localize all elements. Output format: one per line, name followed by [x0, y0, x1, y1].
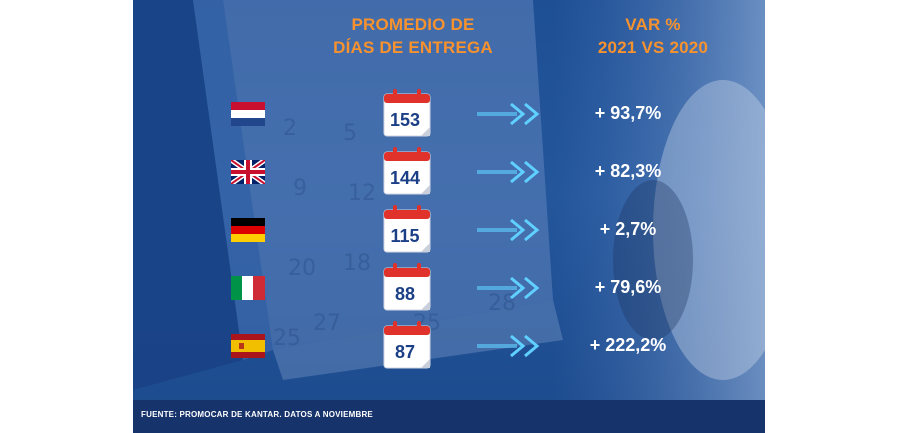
table-row-spain: 87 + 222,2%: [133, 321, 765, 383]
days-value: 87: [394, 342, 416, 362]
header-days-line1: PROMEDIO DE: [351, 15, 475, 34]
arrow-right-icon: [477, 102, 540, 126]
svg-text:27: 27: [313, 311, 341, 336]
header-var: VAR % 2021 VS 2020: [553, 13, 753, 59]
var-value: + 79,6%: [594, 277, 662, 297]
days-value: 144: [389, 168, 421, 188]
table-row-germany: 115 + 2,7%: [133, 205, 765, 267]
header-var-line1: VAR %: [625, 15, 681, 34]
table-row-uk: 144 + 82,3%: [133, 147, 765, 209]
days-value: 115: [390, 226, 420, 246]
var-value: + 2,7%: [599, 219, 657, 239]
header-var-line2: 2021 VS 2020: [597, 38, 709, 57]
spain-flag-icon: [231, 334, 265, 358]
calendar-icon: [383, 263, 431, 311]
days-value: 88: [394, 284, 416, 304]
uk-flag-icon: [231, 160, 265, 184]
arrow-right-icon: [477, 334, 540, 358]
days-value: 153: [389, 110, 421, 130]
svg-text:5: 5: [343, 121, 357, 146]
header-days: PROMEDIO DE DÍAS DE ENTREGA: [313, 13, 513, 59]
svg-text:18: 18: [343, 251, 371, 276]
source-footnote: FUENTE: PROMOCAR DE KANTAR. DATOS A NOVI…: [141, 410, 373, 419]
svg-text:20: 20: [288, 256, 316, 281]
footer-bar: [133, 400, 765, 433]
italy-flag-icon: [231, 276, 265, 300]
var-value: + 82,3%: [594, 161, 662, 181]
table-row-netherlands: 153 + 93,7%: [133, 89, 765, 151]
svg-text:28: 28: [488, 291, 516, 316]
calendar-icon: [383, 205, 431, 253]
arrow-right-icon: [477, 276, 540, 300]
table-row-italy: 88 + 79,6%: [133, 263, 765, 325]
calendar-icon: [383, 147, 431, 195]
netherlands-flag-icon: [231, 102, 265, 126]
svg-text:25: 25: [273, 326, 301, 351]
arrow-right-icon: [477, 160, 540, 184]
arrow-right-icon: [477, 218, 540, 242]
calendar-icon: [383, 321, 431, 369]
calendar-icon: [383, 89, 431, 137]
germany-flag-icon: [231, 218, 265, 242]
var-value: + 222,2%: [589, 335, 667, 355]
svg-text:2: 2: [283, 116, 297, 141]
svg-text:9: 9: [293, 176, 307, 201]
var-value: + 93,7%: [594, 103, 662, 123]
header-days-line2: DÍAS DE ENTREGA: [333, 38, 493, 57]
svg-text:12: 12: [348, 181, 376, 206]
